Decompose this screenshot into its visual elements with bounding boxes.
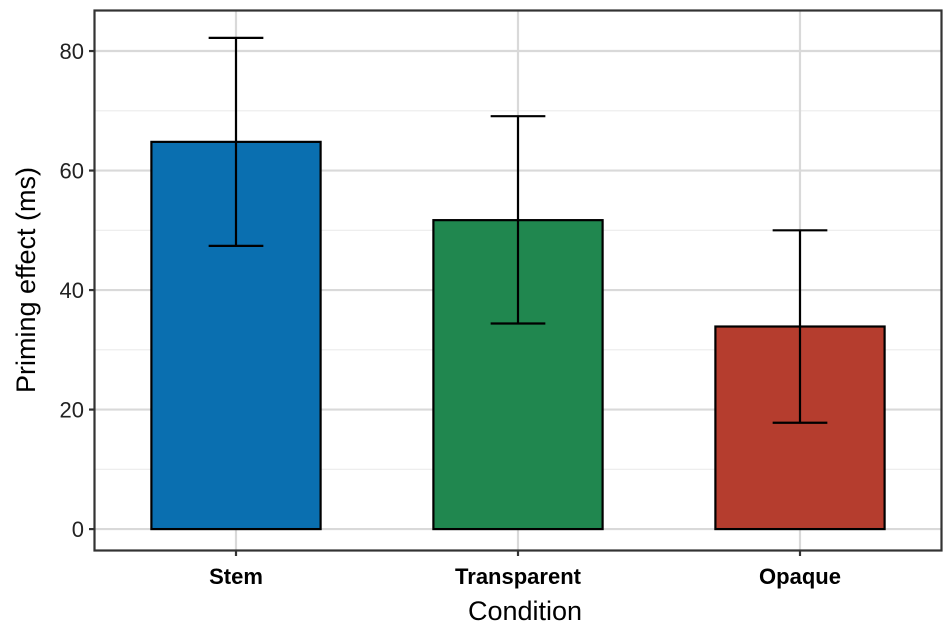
x-tick-label: Stem	[209, 564, 263, 589]
y-tick-label: 0	[72, 517, 84, 542]
x-tick-label: Opaque	[759, 564, 841, 589]
x-axis-ticks: Stem Transparent Opaque	[209, 550, 841, 589]
error-bars	[208, 36, 828, 424]
y-axis-title: Priming effect (ms)	[11, 167, 41, 393]
x-axis-title: Condition	[468, 596, 582, 625]
y-tick-label: 80	[60, 39, 84, 64]
y-tick-label: 20	[60, 398, 84, 423]
x-tick-label: Transparent	[455, 564, 582, 589]
error-bar-opaque	[772, 229, 828, 424]
error-bar-transparent	[490, 115, 546, 325]
y-axis-ticks: 0 20 40 60 80	[60, 39, 95, 542]
y-tick-label: 60	[60, 159, 84, 184]
y-tick-label: 40	[60, 278, 84, 303]
error-bar-stem	[208, 36, 264, 247]
